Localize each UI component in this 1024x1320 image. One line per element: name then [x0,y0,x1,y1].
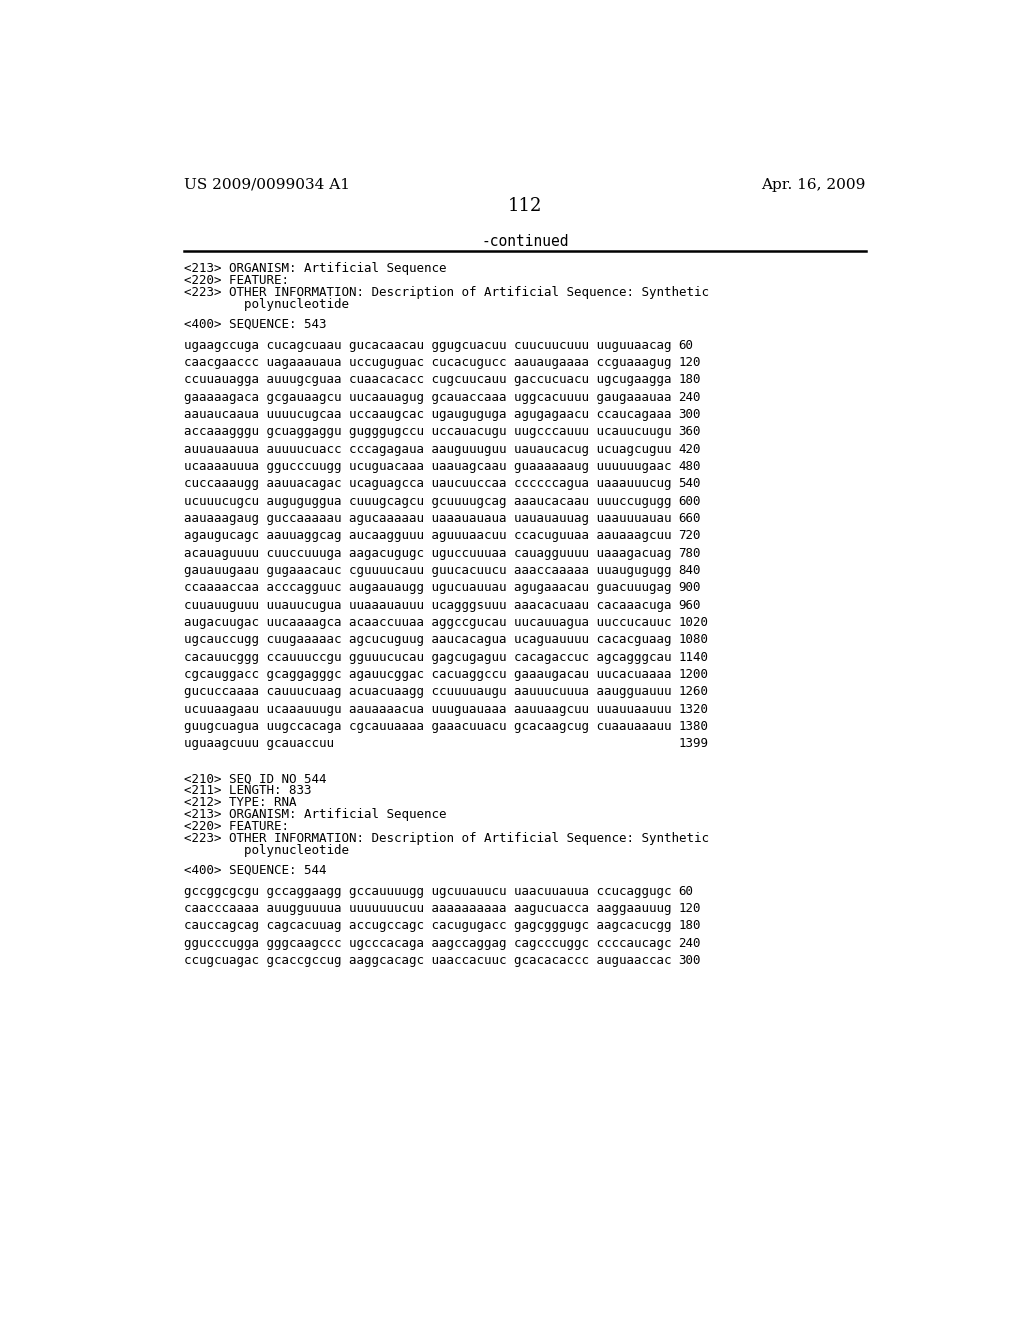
Text: 720: 720 [678,529,700,543]
Text: 1320: 1320 [678,702,709,715]
Text: 120: 120 [678,356,700,370]
Text: ggucccugga gggcaagccc ugcccacaga aagccaggag cagcccuggc ccccaucagc: ggucccugga gggcaagccc ugcccacaga aagccag… [183,937,672,949]
Text: auuauaauua auuuucuacc cccagagaua aauguuuguu uauaucacug ucuagcuguu: auuauaauua auuuucuacc cccagagaua aauguuu… [183,442,672,455]
Text: 780: 780 [678,546,700,560]
Text: 540: 540 [678,478,700,490]
Text: -continued: -continued [481,234,568,249]
Text: cauccagcag cagcacuuag accugccagc cacugugacc gagcgggugc aagcacucgg: cauccagcag cagcacuuag accugccagc cacugug… [183,919,672,932]
Text: 660: 660 [678,512,700,525]
Text: 240: 240 [678,391,700,404]
Text: 840: 840 [678,564,700,577]
Text: US 2009/0099034 A1: US 2009/0099034 A1 [183,178,350,191]
Text: cuuauuguuu uuauucugua uuaaauauuu ucagggsuuu aaacacuaau cacaaacuga: cuuauuguuu uuauucugua uuaaauauuu ucagggs… [183,598,672,611]
Text: ucaaaauuua ggucccuugg ucuguacaaa uaauagcaau guaaaaaaug uuuuuugaac: ucaaaauuua ggucccuugg ucuguacaaa uaauagc… [183,459,672,473]
Text: polynucleotide: polynucleotide [183,843,349,857]
Text: guugcuagua uugccacaga cgcauuaaaa gaaacuuacu gcacaagcug cuaauaaauu: guugcuagua uugccacaga cgcauuaaaa gaaacuu… [183,719,672,733]
Text: ugaagccuga cucagcuaau gucacaacau ggugcuacuu cuucuucuuu uuguuaacag: ugaagccuga cucagcuaau gucacaacau ggugcua… [183,339,672,351]
Text: 180: 180 [678,374,700,387]
Text: gaaaaagaca gcgauaagcu uucaauagug gcauaccaaa uggcacuuuu gaugaaauaa: gaaaaagaca gcgauaagcu uucaauagug gcauacc… [183,391,672,404]
Text: cacauucggg ccauuuccgu gguuucucau gagcugaguu cacagaccuc agcagggcau: cacauucggg ccauuuccgu gguuucucau gagcuga… [183,651,672,664]
Text: <223> OTHER INFORMATION: Description of Artificial Sequence: Synthetic: <223> OTHER INFORMATION: Description of … [183,286,709,300]
Text: <223> OTHER INFORMATION: Description of Artificial Sequence: Synthetic: <223> OTHER INFORMATION: Description of … [183,832,709,845]
Text: <211> LENGTH: 833: <211> LENGTH: 833 [183,784,311,797]
Text: ucuuaagaau ucaaauuugu aauaaaacua uuuguauaaa aauuaagcuu uuauuaauuu: ucuuaagaau ucaaauuugu aauaaaacua uuuguau… [183,702,672,715]
Text: gccggcgcgu gccaggaagg gccauuuugg ugcuuauucu uaacuuauua ccucaggugc: gccggcgcgu gccaggaagg gccauuuugg ugcuuau… [183,884,672,898]
Text: <220> FEATURE:: <220> FEATURE: [183,820,289,833]
Text: 1399: 1399 [678,737,709,750]
Text: Apr. 16, 2009: Apr. 16, 2009 [762,178,866,191]
Text: <210> SEQ ID NO 544: <210> SEQ ID NO 544 [183,772,327,785]
Text: agaugucagc aauuaggcag aucaagguuu aguuuaacuu ccacuguuaa aauaaagcuu: agaugucagc aauuaggcag aucaagguuu aguuuaa… [183,529,672,543]
Text: 240: 240 [678,937,700,949]
Text: 112: 112 [508,197,542,215]
Text: ccugcuagac gcaccgccug aaggcacagc uaaccacuuc gcacacaccc auguaaccac: ccugcuagac gcaccgccug aaggcacagc uaaccac… [183,954,672,968]
Text: ccaaaaccaa acccagguuc augaauaugg ugucuauuau agugaaacau guacuuugag: ccaaaaccaa acccagguuc augaauaugg ugucuau… [183,581,672,594]
Text: 120: 120 [678,902,700,915]
Text: 1140: 1140 [678,651,709,664]
Text: 420: 420 [678,442,700,455]
Text: 180: 180 [678,919,700,932]
Text: caacgaaccc uagaaauaua uccuguguac cucacugucc aauaugaaaa ccguaaagug: caacgaaccc uagaaauaua uccuguguac cucacug… [183,356,672,370]
Text: accaaagggu gcuaggaggu gugggugccu uccauacugu uugcccauuu ucauucuugu: accaaagggu gcuaggaggu gugggugccu uccauac… [183,425,672,438]
Text: ugcauccugg cuugaaaaac agcucuguug aaucacagua ucaguauuuu cacacguaag: ugcauccugg cuugaaaaac agcucuguug aaucaca… [183,634,672,647]
Text: <213> ORGANISM: Artificial Sequence: <213> ORGANISM: Artificial Sequence [183,263,446,276]
Text: <400> SEQUENCE: 543: <400> SEQUENCE: 543 [183,317,327,330]
Text: gauauugaau gugaaacauc cguuuucauu guucacuucu aaaccaaaaa uuaugugugg: gauauugaau gugaaacauc cguuuucauu guucacu… [183,564,672,577]
Text: cgcauggacc gcaggagggc agauucggac cacuaggccu gaaaugacau uucacuaaaa: cgcauggacc gcaggagggc agauucggac cacuagg… [183,668,672,681]
Text: 1200: 1200 [678,668,709,681]
Text: cuccaaaugg aauuacagac ucaguagcca uaucuuccaa ccccccagua uaaauuucug: cuccaaaugg aauuacagac ucaguagcca uaucuuc… [183,478,672,490]
Text: ucuuucugcu auguguggua cuuugcagcu gcuuuugcag aaaucacaau uuuccugugg: ucuuucugcu auguguggua cuuugcagcu gcuuuug… [183,495,672,508]
Text: 600: 600 [678,495,700,508]
Text: gucuccaaaa cauuucuaag acuacuaagg ccuuuuaugu aauuucuuua aaugguauuu: gucuccaaaa cauuucuaag acuacuaagg ccuuuua… [183,685,672,698]
Text: 900: 900 [678,581,700,594]
Text: 300: 300 [678,408,700,421]
Text: 60: 60 [678,884,693,898]
Text: aauaaagaug guccaaaaau agucaaaaau uaaauauaua uauauauuag uaauuuauau: aauaaagaug guccaaaaau agucaaaaau uaaauau… [183,512,672,525]
Text: 360: 360 [678,425,700,438]
Text: 480: 480 [678,459,700,473]
Text: 60: 60 [678,339,693,351]
Text: <213> ORGANISM: Artificial Sequence: <213> ORGANISM: Artificial Sequence [183,808,446,821]
Text: 960: 960 [678,598,700,611]
Text: 300: 300 [678,954,700,968]
Text: aauaucaaua uuuucugcaa uccaaugcac ugauguguga agugagaacu ccaucagaaa: aauaucaaua uuuucugcaa uccaaugcac ugaugug… [183,408,672,421]
Text: ccuuauagga auuugcguaa cuaacacacc cugcuucauu gaccucuacu ugcugaagga: ccuuauagga auuugcguaa cuaacacacc cugcuuc… [183,374,672,387]
Text: 1080: 1080 [678,634,709,647]
Text: 1380: 1380 [678,719,709,733]
Text: acauaguuuu cuuccuuuga aagacugugc uguccuuuaa cauagguuuu uaaagacuag: acauaguuuu cuuccuuuga aagacugugc uguccuu… [183,546,672,560]
Text: polynucleotide: polynucleotide [183,298,349,312]
Text: <220> FEATURE:: <220> FEATURE: [183,275,289,288]
Text: 1020: 1020 [678,616,709,628]
Text: <400> SEQUENCE: 544: <400> SEQUENCE: 544 [183,863,327,876]
Text: 1260: 1260 [678,685,709,698]
Text: uguaagcuuu gcauaccuu: uguaagcuuu gcauaccuu [183,737,334,750]
Text: <212> TYPE: RNA: <212> TYPE: RNA [183,796,296,809]
Text: caacccaaaa auugguuuua uuuuuuucuu aaaaaaaaaa aagucuacca aaggaauuug: caacccaaaa auugguuuua uuuuuuucuu aaaaaaa… [183,902,672,915]
Text: augacuugac uucaaaagca acaaccuuaa aggccgucau uucauuagua uuccucauuc: augacuugac uucaaaagca acaaccuuaa aggccgu… [183,616,672,628]
